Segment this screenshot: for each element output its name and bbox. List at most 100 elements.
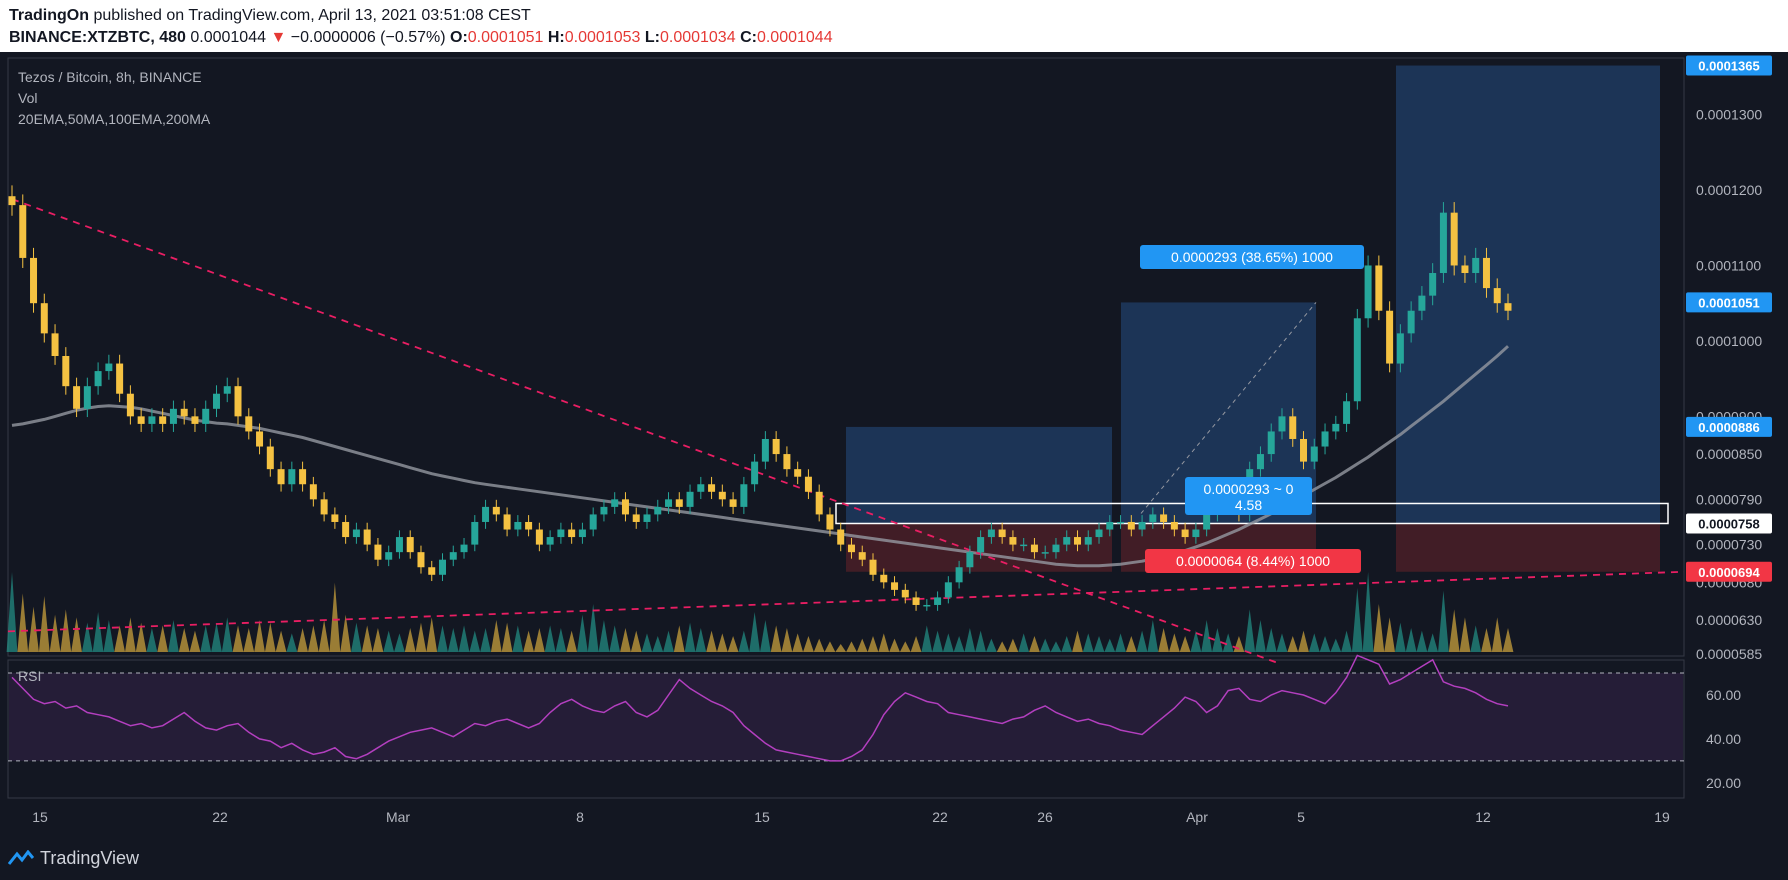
time-axis-tick: 8 [576,809,584,825]
candle-body [1127,521,1135,530]
candle-body [94,371,102,387]
candle-body [1321,431,1329,447]
candle-body [309,484,317,500]
price-label-box [1686,513,1772,534]
candle-body [471,521,479,545]
candle-body [998,529,1006,538]
open-label: O: [450,29,468,46]
candle-body [1052,544,1060,553]
price-axis-tick: 0.0000790 [1696,491,1762,507]
candle-body [804,476,812,492]
candle-body [901,589,909,598]
candle-body [955,567,963,583]
price-axis-tick: 0.0001100 [1696,257,1761,273]
candle-body [740,484,748,507]
candle-body [1407,310,1415,334]
candle-body [1106,521,1114,530]
candle-body [761,438,769,462]
candle-body [675,499,683,507]
price-label-box [1686,292,1772,313]
candle-body [1396,333,1404,364]
candle-body [794,469,802,477]
candle-body [535,529,543,545]
candle-body [73,386,81,409]
volume-legend: Vol [18,90,37,106]
ascending-trendline [7,570,1685,633]
range-measure-label-text: 0.0000293 ~ 0 [1204,481,1294,497]
candle-body [858,552,866,560]
time-axis-tick: 15 [32,809,48,825]
rsi-line [11,654,1509,762]
indicator-legend: 20EMA,50MA,100EMA,200MA [18,111,211,127]
candle-body [708,484,716,492]
price-label-text: 0.0001051 [1698,295,1759,310]
candle-body [525,521,533,530]
candle-body [966,552,974,568]
published-text: published on TradingView.com, April 13, … [93,7,531,24]
candle-body [8,196,16,206]
rsi-legend: RSI [18,668,41,684]
ohlc-line: BINANCE:XTZBTC, 480 0.0001044 ▼ −0.00000… [9,29,833,47]
candle-body [1181,529,1189,538]
candle-body [514,521,522,530]
price-label-box [1686,416,1772,437]
candle-body [772,438,780,455]
long-position-label-box [1140,245,1364,269]
candle-body [159,416,167,424]
candle-body [1084,537,1092,545]
candle-body [1063,537,1071,545]
candle-body [891,582,899,590]
candle-body [643,514,651,522]
candle-body [503,514,511,530]
candle-body [1256,454,1264,470]
low-value: 0.0001034 [659,29,736,46]
candle-body [1149,514,1157,522]
price-axis-tick: 0.0001300 [1696,107,1762,123]
candle-body [1418,295,1426,311]
candle-body [1386,310,1394,364]
time-axis-tick: 5 [1297,809,1305,825]
candle-body [363,529,371,545]
descending-trendline [11,198,1281,665]
price-chart[interactable]: 0.0001300 0.0001200 0.0001100 0.0001000 0.00… [0,52,1788,842]
candle-body [568,529,576,538]
rsi-axis-tick: 40.00 [1706,731,1741,747]
candle-body [837,529,845,545]
target-zone-0 [846,426,1112,524]
candle-body [352,529,360,538]
footer: TradingView [8,845,139,871]
price-axis-tick: 0.0000630 [1696,612,1762,628]
stop-zone-2 [1396,523,1660,572]
candle-body [83,386,91,409]
candle-body [589,514,597,530]
candle-body [686,491,694,507]
price-label-text: 0.0001365 [1698,59,1759,74]
candle-body [578,529,586,538]
candle-body [406,537,414,553]
candle-body [1472,257,1480,274]
candle-body [1461,265,1469,274]
candle-body [1203,514,1211,530]
price-axis-tick: 0.0001000 [1696,333,1762,349]
tradingview-logo-icon [8,850,34,865]
candle-body [847,544,855,553]
candle-body [320,499,328,515]
candle-body [374,544,382,560]
high-value: 0.0001053 [564,29,641,46]
candle-body [180,408,188,417]
candle-body [1170,521,1178,530]
candle-body [1300,438,1308,462]
candle-body [1117,521,1125,524]
rsi-axis-tick: 60.00 [1706,687,1741,703]
candle-body [1429,273,1437,296]
brand-name[interactable]: TradingView [40,847,140,868]
candle-body [912,597,920,605]
candle-body [826,514,834,530]
publisher-name[interactable]: TradingOn [9,7,89,24]
candle-body [169,408,177,424]
candle-body [1267,431,1275,455]
time-axis-tick: 12 [1475,809,1491,825]
candle-body [40,303,48,334]
candle-body [987,529,995,538]
candle-body [1041,552,1049,554]
